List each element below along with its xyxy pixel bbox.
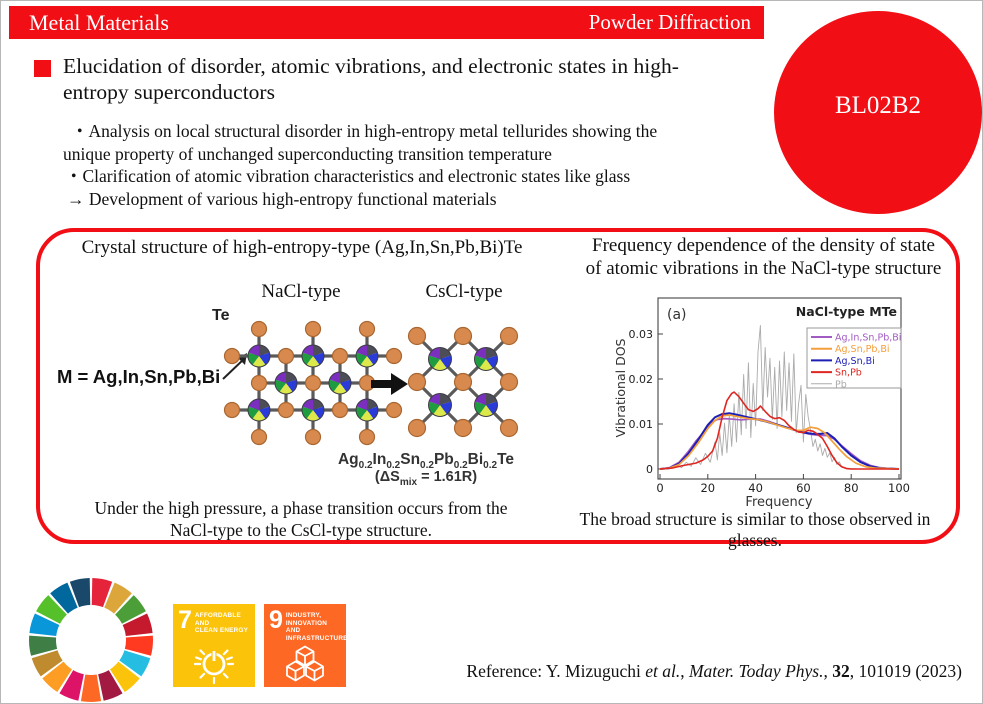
phase-transition-arrow-icon [371, 373, 408, 395]
clean-energy-icon [193, 649, 235, 684]
svg-text:0.01: 0.01 [629, 418, 654, 431]
svg-text:Ag,In,Sn,Pb,Bi: Ag,In,Sn,Pb,Bi [835, 333, 901, 344]
nacl-type-label: NaCl-type [261, 281, 341, 302]
left-panel-title: Crystal structure of high-entropy-type (… [81, 237, 523, 258]
industry-innovation-icon [286, 645, 324, 682]
right-panel-caption: The broad structure is similar to those … [579, 509, 931, 550]
svg-text:100: 100 [888, 481, 910, 495]
summary-line: unique property of unchanged superconduc… [63, 143, 552, 164]
svg-text:0.03: 0.03 [629, 328, 654, 341]
svg-text:0.02: 0.02 [629, 373, 654, 386]
svg-text:Frequency: Frequency [745, 495, 812, 510]
left-panel-caption: Under the high pressure, a phase transit… [94, 498, 508, 540]
svg-text:Ag,Sn,Bi: Ag,Sn,Bi [835, 356, 875, 367]
svg-text:(a): (a) [667, 307, 687, 323]
svg-text:Vibrational DOS: Vibrational DOS [613, 338, 628, 437]
svg-text:0: 0 [646, 463, 653, 476]
reference-citation: Reference: Y. Mizuguchi et al., Mater. T… [466, 661, 962, 681]
summary-line: ・Clarification of atomic vibration chara… [65, 166, 631, 187]
beamline-label: BL02B2 [834, 91, 922, 119]
page-title-line2: entropy superconductors [63, 80, 275, 104]
svg-text:0: 0 [656, 481, 663, 495]
beamline-badge: BL02B2 [774, 11, 982, 214]
title-bullet-icon [34, 60, 51, 77]
svg-text:60: 60 [796, 481, 811, 495]
cscl-type-label: CsCl-type [425, 281, 503, 302]
te-atom-label: Te [212, 307, 230, 324]
vibrational-dos-chart: 0 20 40 60 80 100 0 0.01 0.02 0.03 Ag,In,Sn,Pb,Bi A… [611, 289, 911, 517]
sdg-goal-7-tile: 7 AFFORDABLE AND CLEAN ENERGY [173, 604, 255, 687]
svg-text:Pb: Pb [835, 379, 847, 390]
svg-text:20: 20 [700, 481, 715, 495]
technique-title: Powder Diffraction [588, 10, 751, 34]
svg-text:80: 80 [844, 481, 859, 495]
category-title: Metal Materials [29, 9, 169, 35]
sdg-wheel-logo [29, 578, 153, 702]
right-panel-title: Frequency dependence of the density of s… [585, 235, 942, 279]
summary-line: → Development of various high-entropy fu… [67, 188, 497, 209]
svg-text:Sn,Pb: Sn,Pb [835, 368, 862, 379]
header-bar: Metal Materials Powder Diffraction [9, 6, 764, 39]
svg-text:Ag,Sn,Pb,Bi: Ag,Sn,Pb,Bi [835, 344, 890, 355]
sdg-goal-9-tile: 9 INDUSTRY, INNOVATION AND INFRASTRUCTUR… [264, 604, 348, 687]
svg-text:NaCl-type MTe: NaCl-type MTe [796, 304, 897, 319]
summary-text: ・Analysis on local structural disorder i… [63, 120, 657, 210]
m-elements-label: M = Ag,In,Sn,Pb,Bi [57, 366, 221, 387]
cscl-structure-diagram [407, 326, 519, 438]
entropy-value: (ΔSmix = 1.61R) [374, 469, 478, 488]
nacl-structure-diagram [223, 320, 403, 446]
page-title: Elucidation of disorder, atomic vibratio… [63, 53, 679, 105]
page-title-line1: Elucidation of disorder, atomic vibratio… [63, 54, 679, 78]
sdg7-number: 7 [178, 606, 192, 634]
chemical-formula: Ag0.2In0.2Sn0.2Pb0.2Bi0.2Te [337, 451, 515, 472]
sdg9-number: 9 [269, 606, 283, 634]
summary-line: ・Analysis on local structural disorder i… [71, 121, 658, 141]
svg-text:40: 40 [748, 481, 763, 495]
sdg7-label: AFFORDABLE AND CLEAN ENERGY [194, 612, 249, 635]
sdg9-label: INDUSTRY, INNOVATION AND INFRASTRUCTURE [285, 612, 348, 642]
